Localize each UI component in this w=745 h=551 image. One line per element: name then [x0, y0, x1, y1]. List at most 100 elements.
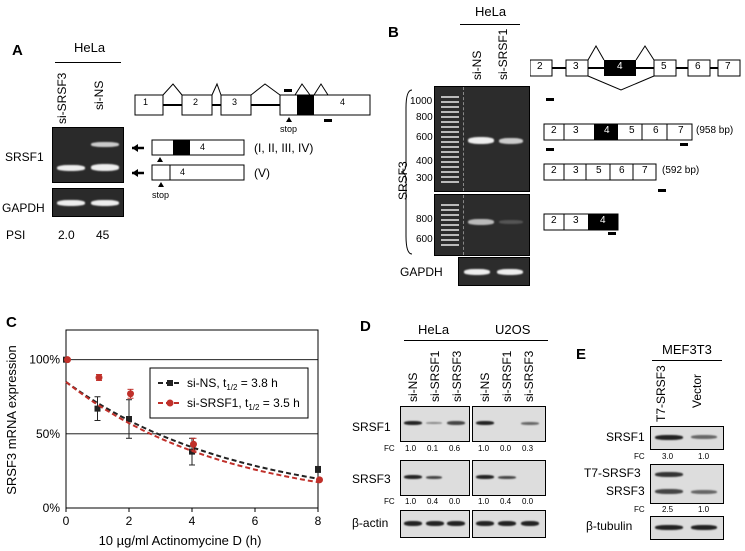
panel-a-srsf1-gel: [52, 127, 124, 183]
gel-band: [476, 521, 494, 526]
ladder-800: 800: [416, 112, 433, 123]
d-lane-u2os-3: si-SRSF3: [522, 350, 536, 402]
gel-band: [521, 422, 539, 425]
gel-band: [91, 164, 119, 171]
panel-e-cell: MEF3T3: [662, 342, 712, 357]
ladder-1000: 1000: [410, 96, 433, 107]
e-fc-srsf1-2: 1.0: [698, 452, 710, 461]
e-fc-srsf3-1: 2.5: [662, 505, 674, 514]
d-fc-srsf1-u2os-2: 0.0: [500, 444, 512, 453]
ladder-600: 600: [416, 132, 433, 143]
d-fc-label-2: FC: [384, 497, 395, 506]
ladder-lane: [441, 93, 459, 185]
panel-a-lane-2: si-NS: [92, 80, 106, 110]
panel-d-cell-1-underline: [404, 340, 476, 341]
d-row-srsf3: SRSF3: [352, 472, 391, 486]
skip-exon-7: 7: [642, 165, 648, 176]
gene-exon-2: 2: [537, 61, 543, 72]
gel-band: [426, 521, 444, 526]
panel-b-gapdh-gel: [458, 257, 530, 286]
gel-band: [499, 138, 523, 144]
panel-c-chart: 0% 50% 100% 0 2 4 6 8 si-NS, t1/2 = 3.8 h si-SRS…: [4, 329, 323, 548]
panel-d-cell-2-underline: [476, 340, 548, 341]
full-exon-2: 2: [551, 125, 557, 136]
chart-y-tick-label: 100%: [29, 353, 60, 367]
exon-2: 2: [193, 97, 199, 107]
full-exon-6: 6: [653, 125, 659, 136]
gel-band: [498, 521, 516, 526]
full-exon-4: 4: [604, 125, 610, 136]
full-isoform-size: (958 bp): [696, 125, 734, 136]
d-fc-srsf1-u2os-1: 1.0: [478, 444, 490, 453]
panel-b-cell-underline: [460, 24, 520, 25]
short-exon-3: 3: [573, 215, 579, 226]
short-exon-4: 4: [600, 215, 606, 226]
e-row-t7srsf3: T7-SRSF3: [584, 466, 641, 480]
gel-band: [498, 476, 516, 479]
d-lane-hela-2: si-SRSF1: [428, 350, 442, 402]
gel-band: [691, 490, 717, 494]
lane-divider: [463, 87, 464, 191]
e-gel-btubulin: [650, 516, 724, 540]
exon-4: 4: [340, 97, 346, 107]
gel-band: [655, 489, 683, 494]
gel-band: [468, 137, 494, 144]
ladder-300: 300: [416, 173, 433, 184]
gene-exon-6: 6: [695, 61, 701, 72]
gel-band: [404, 475, 422, 479]
gel-band: [691, 525, 717, 530]
ladder-lane: [441, 201, 459, 249]
isoform-1-exon-4: 4: [200, 142, 206, 152]
chart-legend-label: si-SRSF1, t1/2 = 3.5 h: [187, 396, 300, 412]
skip-exon-2: 2: [551, 165, 557, 176]
skip-exon-5: 5: [596, 165, 602, 176]
d-gel-srsf3-hela: [400, 460, 470, 496]
gel-band: [447, 421, 465, 425]
gel-band: [404, 521, 422, 526]
chart-point: [94, 405, 101, 412]
skip-exon-3: 3: [573, 165, 579, 176]
d-gel-bactin-hela: [400, 510, 470, 538]
panel-a-srsf1-label: SRSF1: [5, 150, 44, 164]
panel-a-cell-label: HeLa: [74, 40, 106, 55]
d-fc-srsf1-hela-3: 0.6: [449, 444, 461, 453]
isoform-2-label: (V): [254, 166, 270, 180]
d-lane-hela-3: si-SRSF3: [450, 350, 464, 402]
panel-b-letter: B: [388, 24, 399, 41]
panel-a-gapdh-label: GAPDH: [2, 201, 45, 215]
panel-e-cell-underline: [652, 360, 722, 361]
gel-band: [691, 435, 717, 439]
d-fc-srsf3-hela-3: 0.0: [449, 497, 461, 506]
d-gel-bactin-u2os: [472, 510, 546, 538]
d-fc-label-1: FC: [384, 444, 395, 453]
gel-band: [91, 200, 119, 206]
chart-x-tick-label: 6: [252, 514, 259, 528]
full-exon-7: 7: [678, 125, 684, 136]
short-exon-2: 2: [551, 215, 557, 226]
panel-a-cell-underline: [55, 62, 121, 63]
panel-d-letter: D: [360, 318, 371, 335]
panel-a-psi-value-1: 2.0: [58, 228, 75, 242]
gel-band: [447, 521, 465, 526]
e-row-btubulin: β-tubulin: [586, 519, 633, 533]
ladder-600b: 600: [416, 234, 433, 245]
gel-band: [497, 269, 523, 275]
gel-band: [404, 421, 422, 425]
gel-band: [57, 200, 85, 206]
e-row-srsf1: SRSF1: [606, 430, 645, 444]
lane-divider: [463, 195, 464, 255]
panel-b-bottom-gel: [434, 194, 530, 256]
gene-exon-3: 3: [573, 61, 579, 72]
chart-point: [126, 416, 132, 422]
panel-b-cell-label: HeLa: [475, 4, 507, 19]
chart-legend-marker: [166, 399, 174, 407]
chart-x-tick-label: 2: [126, 514, 133, 528]
skip-exon-6: 6: [619, 165, 625, 176]
panel-a-letter: A: [12, 42, 23, 59]
panel-a-lane-1: si-SRSF3: [55, 72, 69, 124]
e-fc-label-1: FC: [634, 452, 645, 461]
panel-a-psi-value-2: 45: [96, 228, 110, 242]
chart-xlabel: 10 µg/ml Actinomycine D (h): [99, 533, 262, 548]
panel-a-gene-diagram: [132, 82, 371, 187]
gene-exon-7: 7: [725, 61, 731, 72]
